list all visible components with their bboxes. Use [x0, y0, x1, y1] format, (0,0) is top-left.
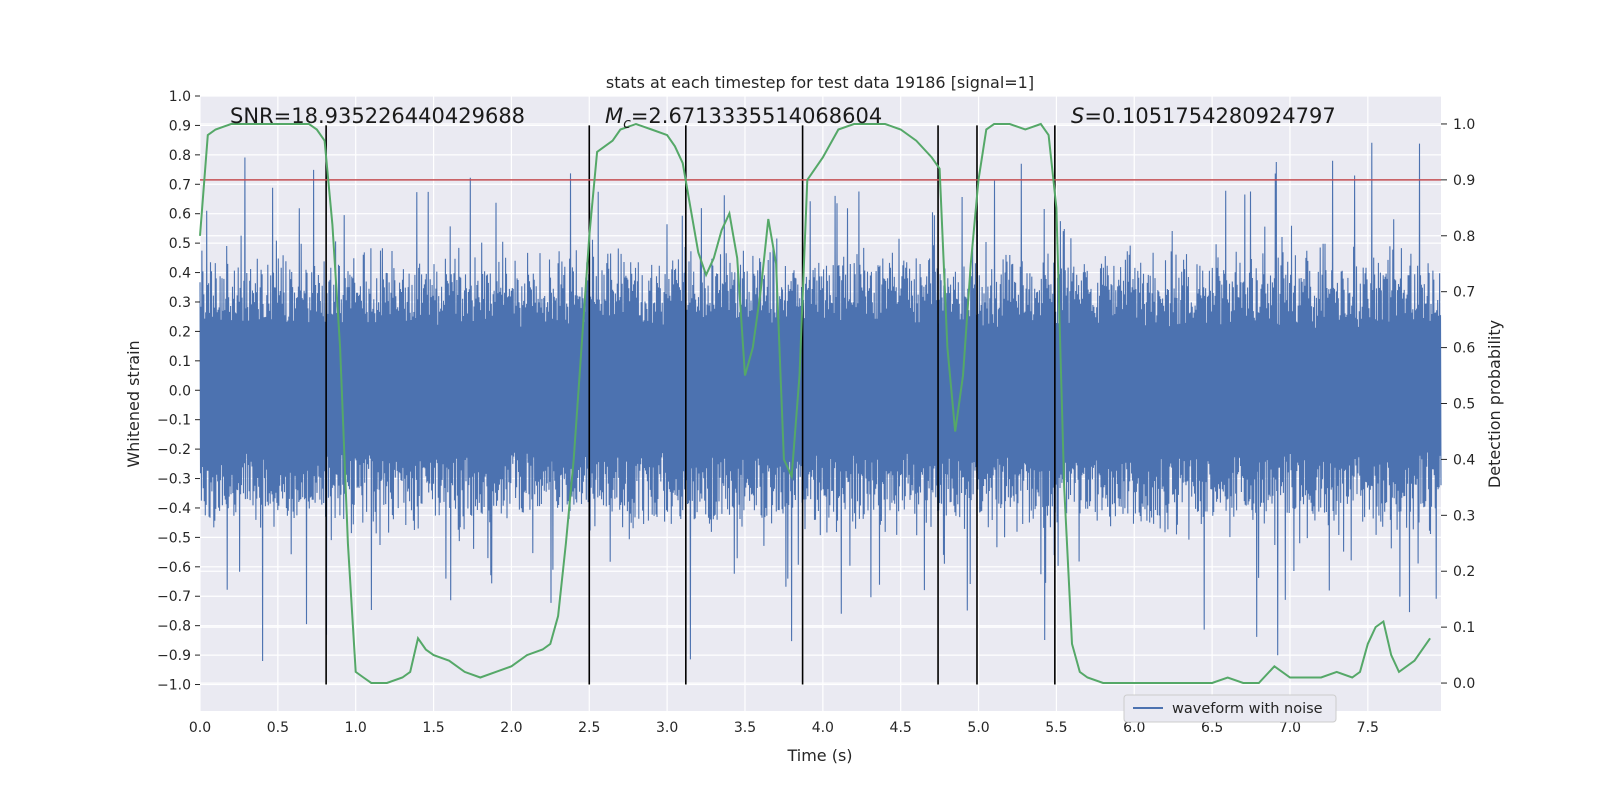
y-left-tick-label: 0.2 — [169, 324, 191, 340]
x-tick-label: 4.0 — [812, 720, 834, 736]
y-left-tick-label: 0.3 — [169, 295, 191, 311]
y-right-tick-label: 0.4 — [1453, 452, 1475, 468]
mc-value: =2.6713335514068604 — [631, 104, 882, 128]
y-right-tick-label: 0.6 — [1453, 341, 1475, 357]
y-left-tick-label: 1.0 — [169, 89, 191, 105]
x-tick-label: 3.0 — [656, 720, 678, 736]
probability-line — [199, 122, 1431, 684]
x-axis-label: Time (s) — [786, 746, 852, 765]
y-right-tick-label: 0.1 — [1453, 620, 1475, 636]
x-tick-label: 7.5 — [1357, 720, 1379, 736]
chart-title: stats at each timestep for test data 191… — [606, 73, 1034, 92]
x-tick-label: 5.5 — [1045, 720, 1067, 736]
x-tick-label: 0.0 — [189, 720, 211, 736]
snr-annotation: SNR=18.935226440429688 — [230, 104, 525, 128]
mc-subscript: c — [623, 116, 631, 132]
y-right-tick-label: 0.9 — [1453, 173, 1475, 189]
y-right-tick-label: 0.0 — [1453, 676, 1475, 692]
y-right-axis-label: Detection probability — [1485, 320, 1504, 488]
mc-symbol: M — [605, 104, 623, 128]
x-tick-label: 6.5 — [1201, 720, 1223, 736]
x-tick-label: 1.5 — [422, 720, 444, 736]
vertical-markers — [325, 125, 1056, 685]
y-left-tick-label: −0.3 — [157, 472, 191, 488]
legend-label: waveform with noise — [1172, 701, 1323, 717]
y-left-tick-label: 0.0 — [169, 383, 191, 399]
y-left-tick-label: 0.8 — [169, 148, 191, 164]
x-axis-ticks: 0.0 0.5 1.0 1.5 2.0 2.5 3.0 3.5 4.0 4.5 5.0 5.5 6.0 6… — [189, 720, 1379, 736]
y-right-tick-label: 0.5 — [1453, 397, 1475, 413]
y-right-ticks: 1.0 0.9 0.8 0.7 0.6 0.5 0.4 0.3 0.2 0.1 0.0 — [1441, 117, 1475, 692]
y-right-tick-label: 1.0 — [1453, 117, 1475, 133]
y-left-tick-label: −1.0 — [157, 678, 191, 694]
mc-annotation: Mc=2.6713335514068604 — [605, 104, 882, 132]
x-tick-label: 4.5 — [890, 720, 912, 736]
y-left-tick-label: −0.9 — [157, 648, 191, 664]
x-tick-label: 5.0 — [967, 720, 989, 736]
legend: waveform with noise — [1123, 694, 1337, 723]
y-left-tick-label: −0.6 — [157, 560, 191, 576]
y-right-tick-label: 0.2 — [1453, 564, 1475, 580]
x-tick-label: 1.0 — [345, 720, 367, 736]
y-left-axis-label: Whitened strain — [124, 340, 143, 467]
y-left-tick-label: −0.7 — [157, 589, 191, 605]
y-right-tick-label: 0.3 — [1453, 508, 1475, 524]
x-tick-label: 2.0 — [500, 720, 522, 736]
strain-path — [199, 142, 1442, 662]
strain-trace — [199, 142, 1442, 662]
y-left-tick-label: −0.8 — [157, 619, 191, 635]
y-left-tick-label: −0.2 — [157, 442, 191, 458]
s-annotation: S=0.1051754280924797 — [1071, 104, 1336, 128]
x-tick-label: 7.0 — [1279, 720, 1301, 736]
s-value: =0.1051754280924797 — [1084, 104, 1335, 128]
x-tick-label: 0.5 — [267, 720, 289, 736]
x-tick-label: 3.5 — [734, 720, 756, 736]
y-right-tick-label: 0.8 — [1453, 229, 1475, 245]
s-symbol: S — [1071, 104, 1084, 128]
y-left-tick-label: 0.4 — [169, 266, 191, 282]
x-tick-label: 2.5 — [578, 720, 600, 736]
y-left-ticks: 1.0 0.9 0.8 0.7 0.6 0.5 0.4 0.3 0.2 0.1 0.0 −0.1 −0.… — [157, 89, 200, 694]
y-left-tick-label: −0.4 — [157, 501, 191, 517]
y-left-tick-label: −0.1 — [157, 413, 191, 429]
x-tick-label: 6.0 — [1123, 720, 1145, 736]
y-left-tick-label: 0.5 — [169, 236, 191, 252]
legend-box — [1123, 694, 1337, 723]
y-left-tick-label: 0.1 — [169, 354, 191, 370]
y-right-tick-label: 0.7 — [1453, 285, 1475, 301]
y-left-tick-label: 0.7 — [169, 177, 191, 193]
probability-path — [199, 122, 1431, 684]
y-left-tick-label: −0.5 — [157, 530, 191, 546]
y-left-tick-label: 0.9 — [169, 118, 191, 134]
y-left-tick-label: 0.6 — [169, 207, 191, 223]
